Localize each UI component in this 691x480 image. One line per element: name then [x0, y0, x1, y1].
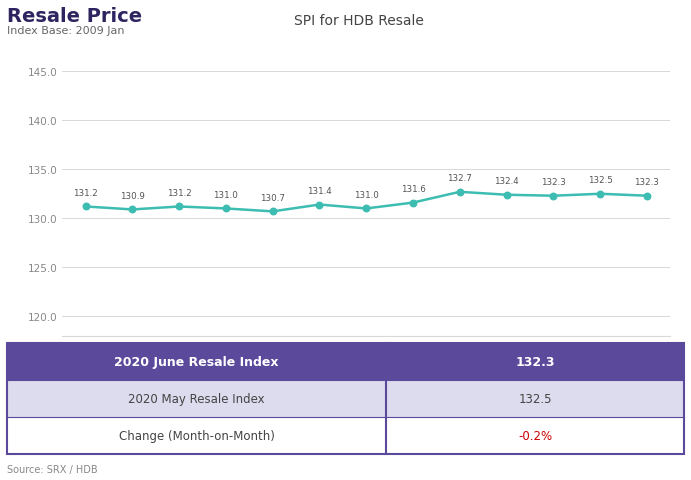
Text: 132.3: 132.3	[634, 178, 659, 187]
Point	[80, 203, 91, 211]
Text: Resale Price: Resale Price	[7, 7, 142, 26]
Text: 131.2: 131.2	[167, 188, 191, 197]
Text: 132.4: 132.4	[494, 177, 519, 186]
Text: 131.0: 131.0	[354, 191, 379, 199]
Text: 132.5: 132.5	[587, 176, 612, 185]
Point	[408, 199, 419, 207]
Text: 132.5: 132.5	[518, 392, 552, 405]
Point	[173, 203, 184, 211]
Text: 2020 May Resale Index: 2020 May Resale Index	[129, 392, 265, 405]
Text: 130.9: 130.9	[120, 192, 145, 200]
Text: 131.6: 131.6	[401, 184, 426, 193]
Text: 131.0: 131.0	[214, 191, 238, 199]
Text: 130.7: 130.7	[261, 193, 285, 202]
Point	[267, 208, 278, 216]
Text: 132.7: 132.7	[447, 174, 472, 183]
Point	[220, 205, 231, 213]
Point	[594, 191, 605, 198]
Point	[641, 192, 652, 200]
Point	[361, 205, 372, 213]
Text: Change (Month-on-Month): Change (Month-on-Month)	[119, 429, 274, 442]
Text: 131.2: 131.2	[73, 188, 98, 197]
Point	[454, 189, 465, 196]
Text: 132.3: 132.3	[515, 355, 555, 368]
Point	[127, 206, 138, 214]
Text: -0.2%: -0.2%	[518, 429, 552, 442]
Point	[314, 201, 325, 209]
Text: Index Base: 2009 Jan: Index Base: 2009 Jan	[7, 26, 124, 36]
Text: Source: SRX / HDB: Source: SRX / HDB	[7, 464, 97, 474]
Text: 2020 June Resale Index: 2020 June Resale Index	[114, 355, 278, 368]
Point	[548, 192, 559, 200]
Text: SPI for HDB Resale: SPI for HDB Resale	[294, 14, 424, 28]
Text: 131.4: 131.4	[307, 186, 332, 195]
Text: 132.3: 132.3	[541, 178, 566, 187]
Point	[501, 192, 512, 199]
